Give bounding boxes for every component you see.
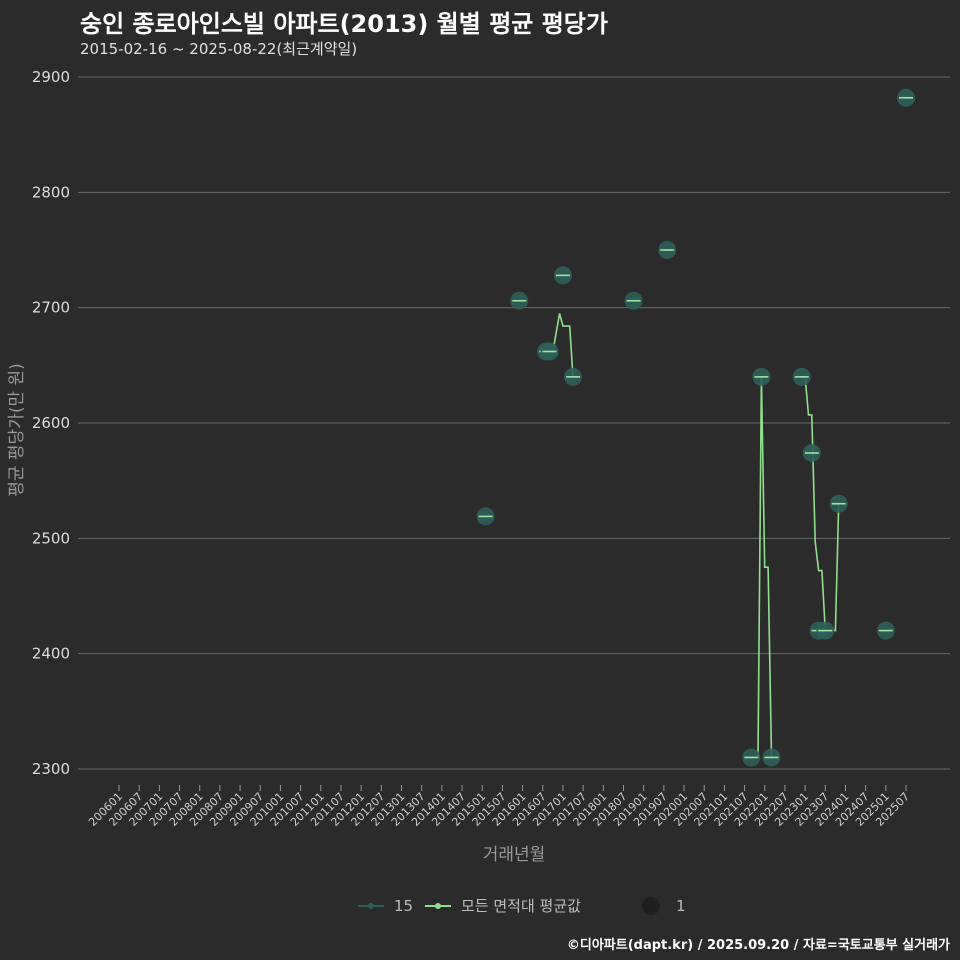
legend: 15 모든 면적대 평균값 1 [358, 897, 686, 915]
chart-title: 숭인 종로아인스빌 아파트(2013) 월별 평균 평당가 [80, 10, 608, 38]
data-point[interactable] [802, 443, 821, 462]
y-tick-label: 2800 [32, 183, 70, 201]
data-point[interactable] [816, 621, 835, 640]
source-caption: ©디아파트(dapt.kr) / 2025.09.20 / 자료=국토교통부 실… [566, 938, 950, 953]
average-line-segment [751, 376, 773, 759]
data-point[interactable] [762, 748, 781, 767]
y-axis-ticks: 2300 2400 2500 2600 2700 2800 2900 [32, 68, 70, 778]
data-point[interactable] [658, 241, 677, 259]
data-point[interactable] [792, 367, 811, 386]
legend-label-points: 15 [394, 897, 413, 915]
average-line-segment [801, 376, 843, 632]
y-tick-label: 2500 [32, 529, 70, 547]
y-tick-label: 2400 [32, 645, 70, 663]
data-point[interactable] [829, 494, 848, 513]
x-axis-title: 거래년월 [483, 845, 546, 865]
legend-item-points[interactable]: 15 [358, 897, 413, 915]
data-point[interactable] [553, 266, 572, 285]
data-point[interactable] [897, 88, 915, 107]
data-point[interactable] [510, 291, 529, 310]
legend-item-average-line[interactable]: 모든 면적대 평균값 [425, 897, 581, 915]
points-series [476, 88, 915, 767]
y-axis-title: 평균 평당가(만 원) [7, 363, 27, 497]
y-tick-label: 2600 [32, 414, 70, 432]
legend-label-average-line: 모든 면적대 평균값 [461, 897, 581, 915]
gridlines [78, 76, 950, 770]
data-point[interactable] [752, 367, 771, 386]
legend-label-size: 1 [676, 897, 686, 915]
legend-item-size[interactable]: 1 [642, 897, 686, 915]
x-axis-ticks: 2006012006072007012007072008012008072009… [86, 785, 912, 829]
y-tick-label: 2900 [32, 68, 70, 86]
y-tick-label: 2700 [32, 299, 70, 317]
data-point[interactable] [564, 367, 583, 386]
chart-subtitle: 2015-02-16 ~ 2025-08-22(최근계약일) [80, 40, 358, 58]
data-point[interactable] [876, 621, 895, 640]
y-tick-label: 2300 [32, 760, 70, 778]
data-point[interactable] [540, 342, 559, 361]
data-point[interactable] [476, 507, 495, 526]
data-point[interactable] [742, 748, 761, 767]
data-point[interactable] [624, 291, 643, 310]
